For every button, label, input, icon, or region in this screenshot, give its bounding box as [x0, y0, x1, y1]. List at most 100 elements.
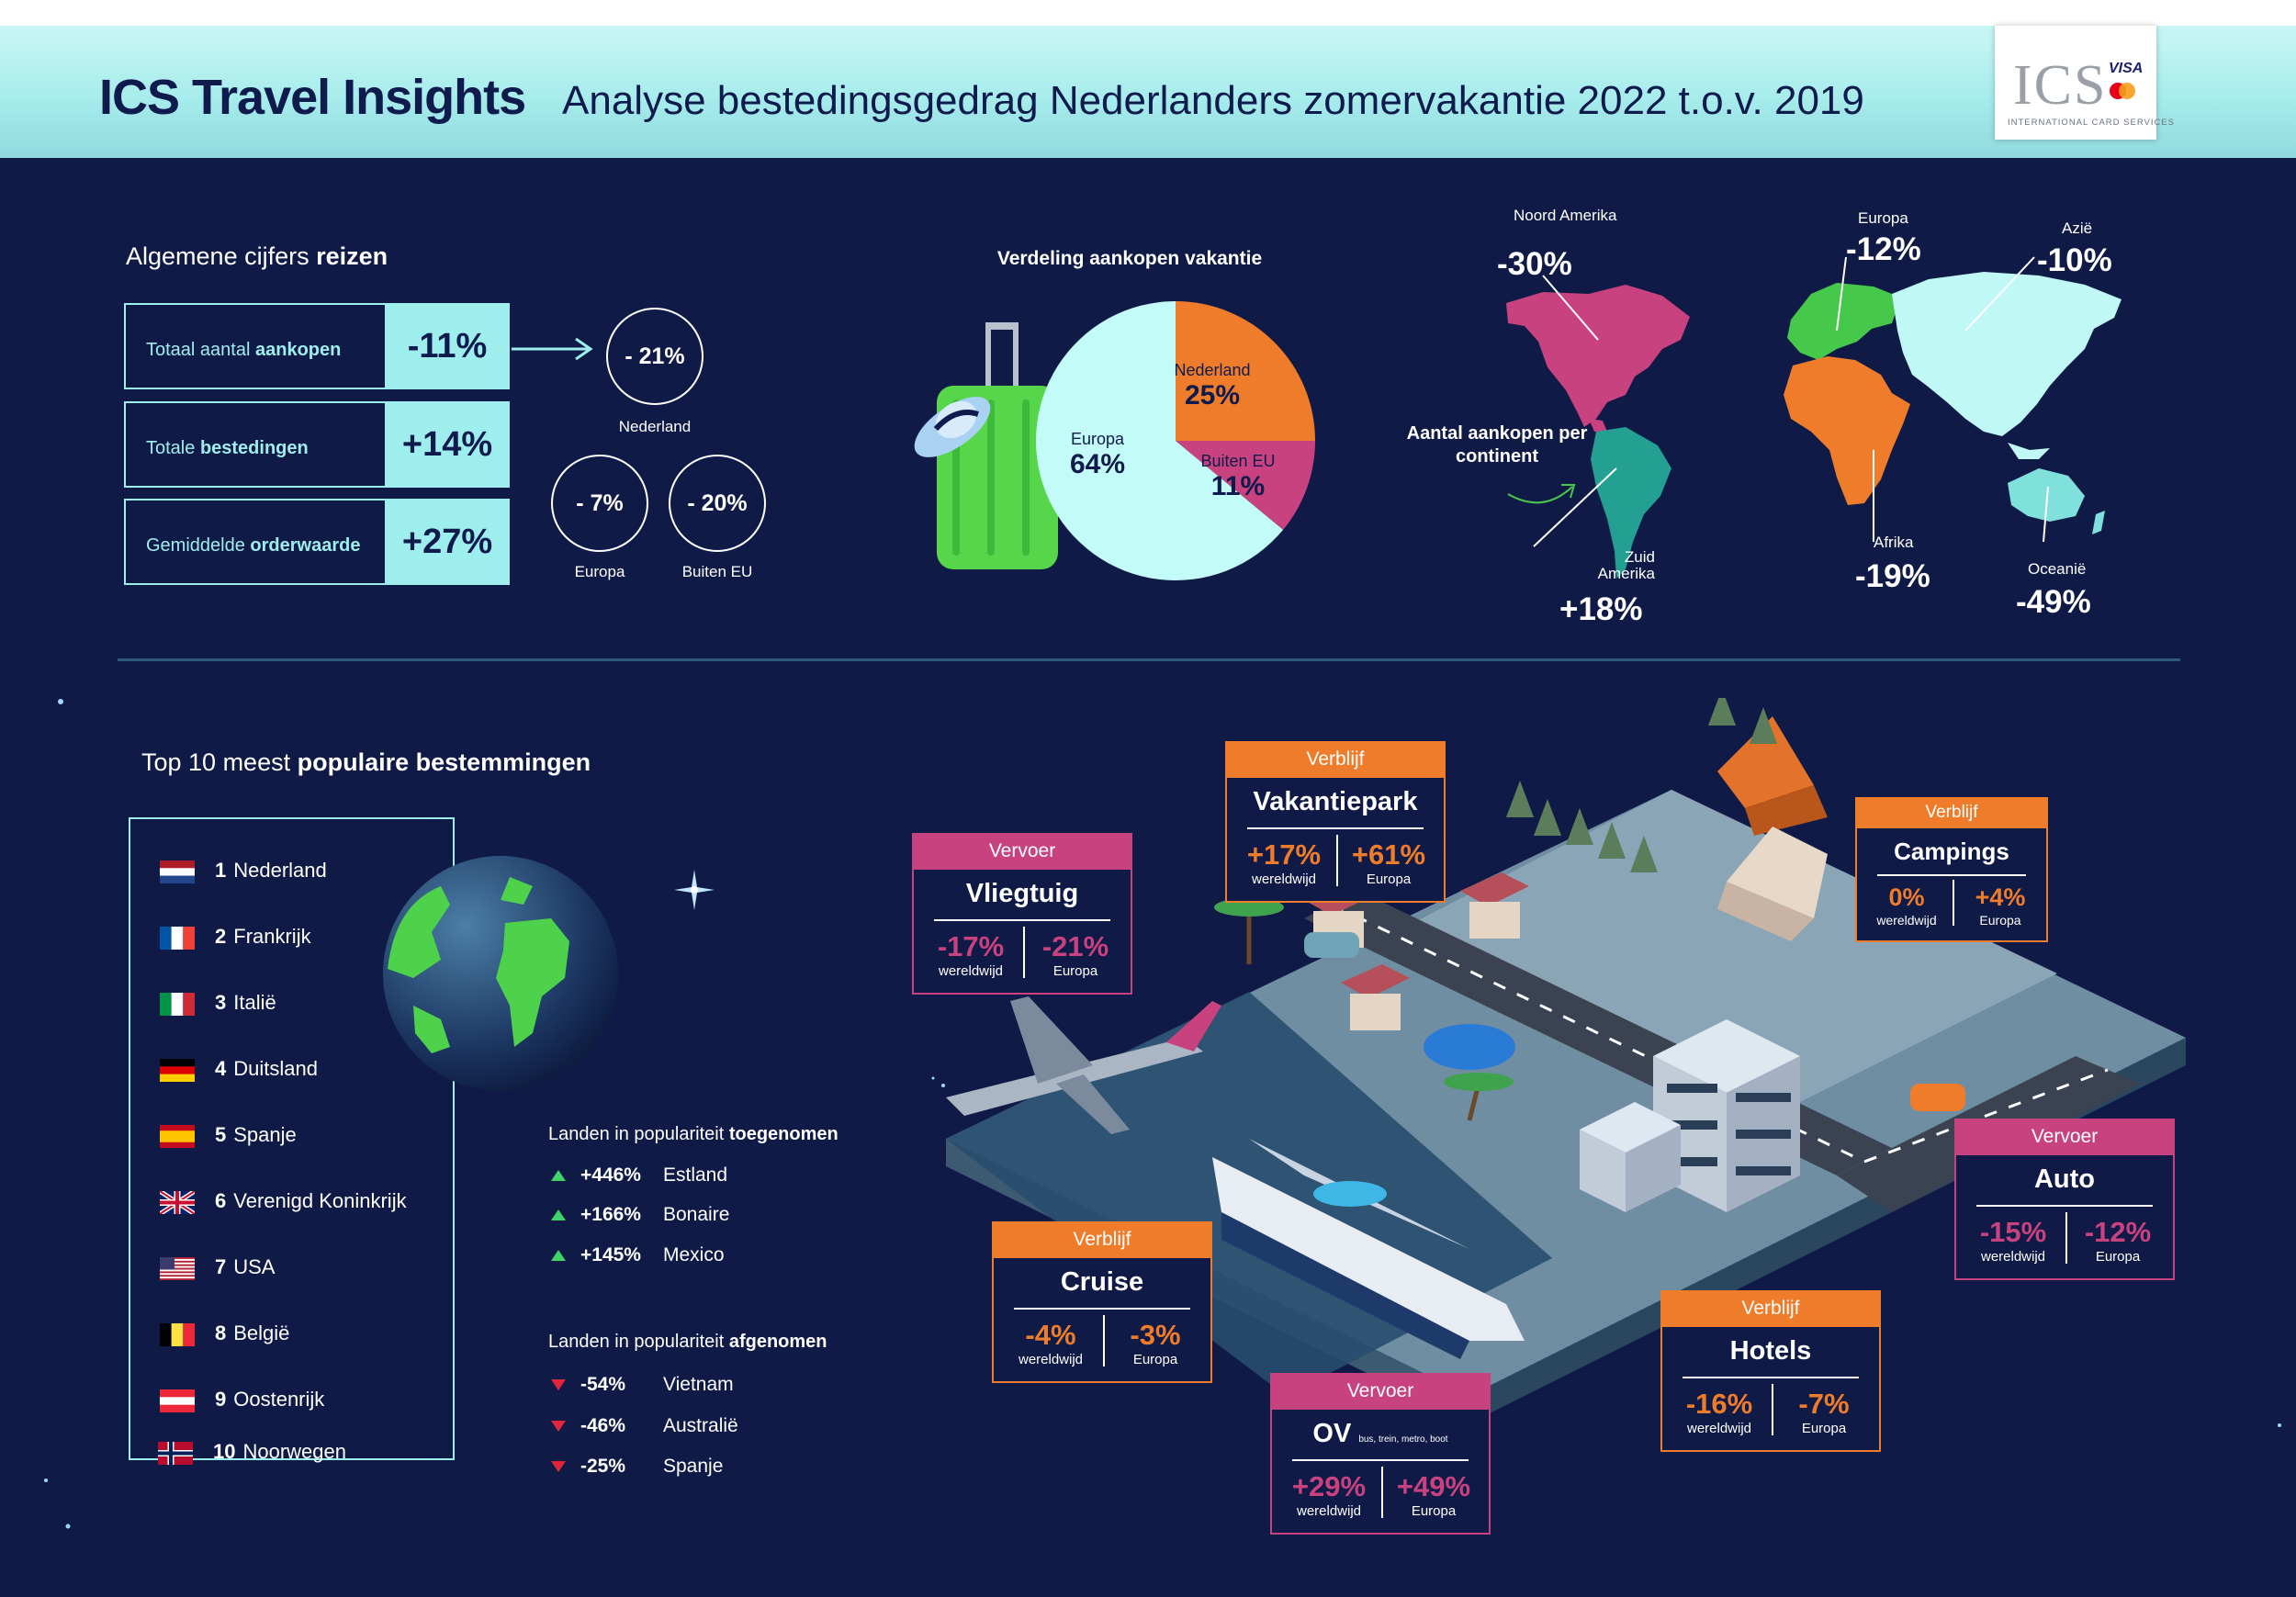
flag-no-icon [158, 1441, 193, 1465]
continent-name: Noord Amerika [1514, 207, 1617, 224]
asia-shape [1892, 272, 2122, 436]
card-caption: Europa [2095, 1249, 2141, 1265]
card-tag: Vervoer [1954, 1119, 2175, 1155]
curved-arrow-icon [1507, 484, 1576, 504]
flag-fr-icon [160, 926, 195, 950]
card-value-europe: -7% [1798, 1388, 1850, 1420]
card-value-world: -17% [937, 930, 1005, 962]
card-caption: wereldwijd [1980, 1249, 2046, 1265]
stat-value: -11% [385, 305, 510, 388]
card-value-world: -16% [1685, 1388, 1753, 1420]
continent-value: +18% [1559, 591, 1643, 627]
circle-caption: Europa [574, 563, 625, 580]
list-item: 5 Spanje [160, 1121, 297, 1149]
card-auto: Vervoer Auto -15% wereldwijd -12% Europa [1954, 1119, 2175, 1280]
pie-chart [914, 301, 1315, 580]
continent-value: -49% [2016, 584, 2091, 620]
list-item: 9 Oostenrijk [160, 1386, 324, 1413]
card-caption: wereldwijd [1296, 1503, 1362, 1519]
circle-buiten-eu: - 20% [669, 455, 766, 552]
card-caption: Europa [1132, 1352, 1178, 1367]
list-item: 6 Verenigd Koninkrijk [160, 1187, 407, 1215]
list-item: 10 Noorwegen [158, 1438, 346, 1466]
card-divider [1014, 1308, 1190, 1310]
stat-row-spending: Totale bestedingen +14% [124, 401, 510, 488]
card-vliegtuig: Vervoer Vliegtuig -17% wereldwijd -21% E… [912, 833, 1132, 995]
card-cruise: Verblijf Cruise -4% wereldwijd -3% Europ… [992, 1221, 1212, 1383]
logo-visa-text: VISA [2109, 61, 2144, 76]
card-tag: Vervoer [1270, 1373, 1491, 1410]
card-caption: wereldwijd [938, 963, 1004, 979]
card-divider [1683, 1377, 1859, 1378]
pie-label-buiten-eu: Buiten EU 11% [1200, 452, 1276, 501]
card-hotels: Verblijf Hotels -16% wereldwijd -7% Euro… [1660, 1290, 1881, 1452]
card-caption: Europa [1366, 872, 1412, 887]
card-divider [1772, 1384, 1773, 1435]
card-divider [1381, 1467, 1383, 1518]
top10-heading: Top 10 meest populaire bestemmingen [141, 748, 591, 776]
card-value-world: +29% [1291, 1470, 1367, 1502]
suitcase-icon [914, 322, 1058, 569]
card-divider [1336, 835, 1338, 886]
card-divider [1877, 874, 2026, 876]
arrow-up-icon [551, 1209, 566, 1221]
card-value-world: 0% [1888, 883, 1925, 911]
header-banner [0, 26, 2296, 158]
list-item: 7 USA [160, 1254, 276, 1281]
stat-value: +27% [385, 500, 510, 583]
arrow-down-icon [551, 1461, 566, 1473]
card-divider [2065, 1212, 2067, 1264]
card-caption: Europa [1801, 1421, 1847, 1436]
arrow-up-icon [551, 1170, 566, 1182]
pie-title: Verdeling aankopen vakantie [996, 248, 1263, 269]
stat-label: Gemiddelde orderwaarde [146, 535, 361, 556]
oceania-shape [2008, 468, 2085, 522]
card-tag: Verblijf [1660, 1290, 1881, 1327]
pie-label-nederland: Nederland 25% [1174, 361, 1251, 410]
card-value-world: -15% [1979, 1216, 2047, 1248]
card-title: Vakantiepark [1253, 787, 1418, 816]
continent-value: -19% [1855, 558, 1930, 594]
card-value-europe: -3% [1130, 1319, 1181, 1351]
card-divider [1023, 927, 1025, 978]
flag-de-icon [160, 1058, 195, 1082]
north-america-shape [1506, 285, 1690, 427]
top10-list: 1 Nederland 2 Frankrijk 3 Italië 4 Duitsland… [129, 817, 455, 1460]
card-title: Vliegtuig [965, 879, 1079, 908]
card-tag: Vervoer [912, 833, 1132, 870]
globe-icon [383, 856, 618, 1091]
logo-ics-text: ICS [2013, 54, 2108, 117]
flag-nl-icon [160, 860, 195, 883]
map-caption: Aantal aankopen per continent [1406, 423, 1588, 467]
circle-caption: Buiten EU [681, 563, 753, 580]
list-item: 8 België [160, 1320, 289, 1347]
arrow-right-icon [512, 337, 593, 361]
pie-slice-europa [1036, 301, 1284, 580]
card-value-europe: -12% [2084, 1216, 2152, 1248]
continent-name: Azië [2062, 219, 2093, 237]
africa-shape [1784, 356, 1910, 505]
card-divider [1103, 1315, 1105, 1366]
card-caption: Europa [1052, 963, 1098, 979]
flag-be-icon [160, 1322, 195, 1346]
card-title: Hotels [1729, 1336, 1812, 1366]
continent-value: -12% [1846, 231, 1921, 267]
card-divider [1953, 880, 1954, 926]
trend-up-item: +145% Mexico [551, 1244, 725, 1266]
mastercard-icon [2110, 83, 2135, 99]
trend-down-item: -46% Australië [551, 1415, 738, 1437]
card-value-europe: +4% [1975, 883, 2026, 911]
card-value-world: +17% [1246, 838, 1322, 871]
stat-row-purchases: Totaal aantal aankopen -11% [124, 303, 510, 389]
ics-logo: ICS VISA INTERNATIONAL CARD SERVICES [1995, 26, 2174, 140]
logo-tagline: INTERNATIONAL CARD SERVICES [2008, 118, 2176, 128]
card-title: Cruise [1060, 1267, 1144, 1297]
arrow-up-icon [551, 1250, 566, 1262]
card-caption: wereldwijd [1251, 872, 1317, 887]
section-divider [118, 658, 2180, 661]
arrow-down-icon [551, 1421, 566, 1433]
pie-slices [1036, 301, 1315, 580]
card-caption: Europa [1979, 913, 2021, 928]
card-divider [1976, 1205, 2153, 1207]
